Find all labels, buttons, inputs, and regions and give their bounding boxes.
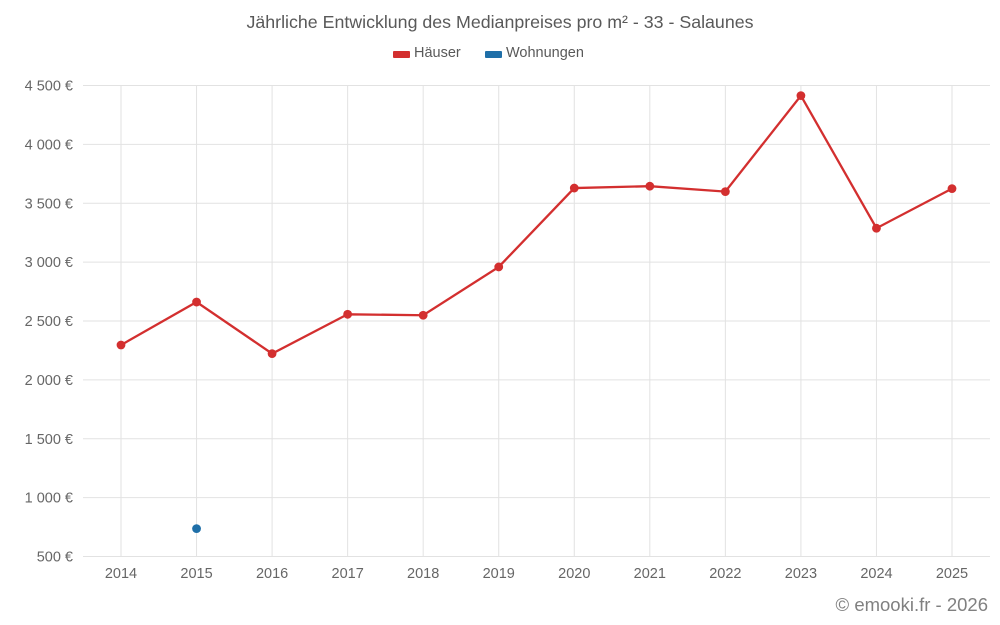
svg-text:500 €: 500 € [37, 550, 73, 566]
svg-text:2016: 2016 [256, 566, 288, 582]
svg-text:2024: 2024 [860, 566, 892, 582]
svg-text:1 000 €: 1 000 € [25, 491, 73, 507]
svg-text:2017: 2017 [332, 566, 364, 582]
svg-text:1 500 €: 1 500 € [25, 432, 73, 448]
svg-text:2025: 2025 [936, 566, 968, 582]
svg-text:2 000 €: 2 000 € [25, 373, 73, 389]
svg-text:2019: 2019 [483, 566, 515, 582]
svg-text:2021: 2021 [634, 566, 666, 582]
svg-text:2018: 2018 [407, 566, 439, 582]
svg-text:2014: 2014 [105, 566, 137, 582]
svg-text:3 000 €: 3 000 € [25, 255, 73, 271]
svg-text:2020: 2020 [558, 566, 590, 582]
svg-text:3 500 €: 3 500 € [25, 196, 73, 212]
svg-text:2023: 2023 [785, 566, 817, 582]
svg-text:4 000 €: 4 000 € [25, 137, 73, 153]
svg-text:4 500 €: 4 500 € [25, 79, 73, 95]
svg-text:2022: 2022 [709, 566, 741, 582]
svg-text:2015: 2015 [180, 566, 212, 582]
svg-text:2 500 €: 2 500 € [25, 314, 73, 330]
